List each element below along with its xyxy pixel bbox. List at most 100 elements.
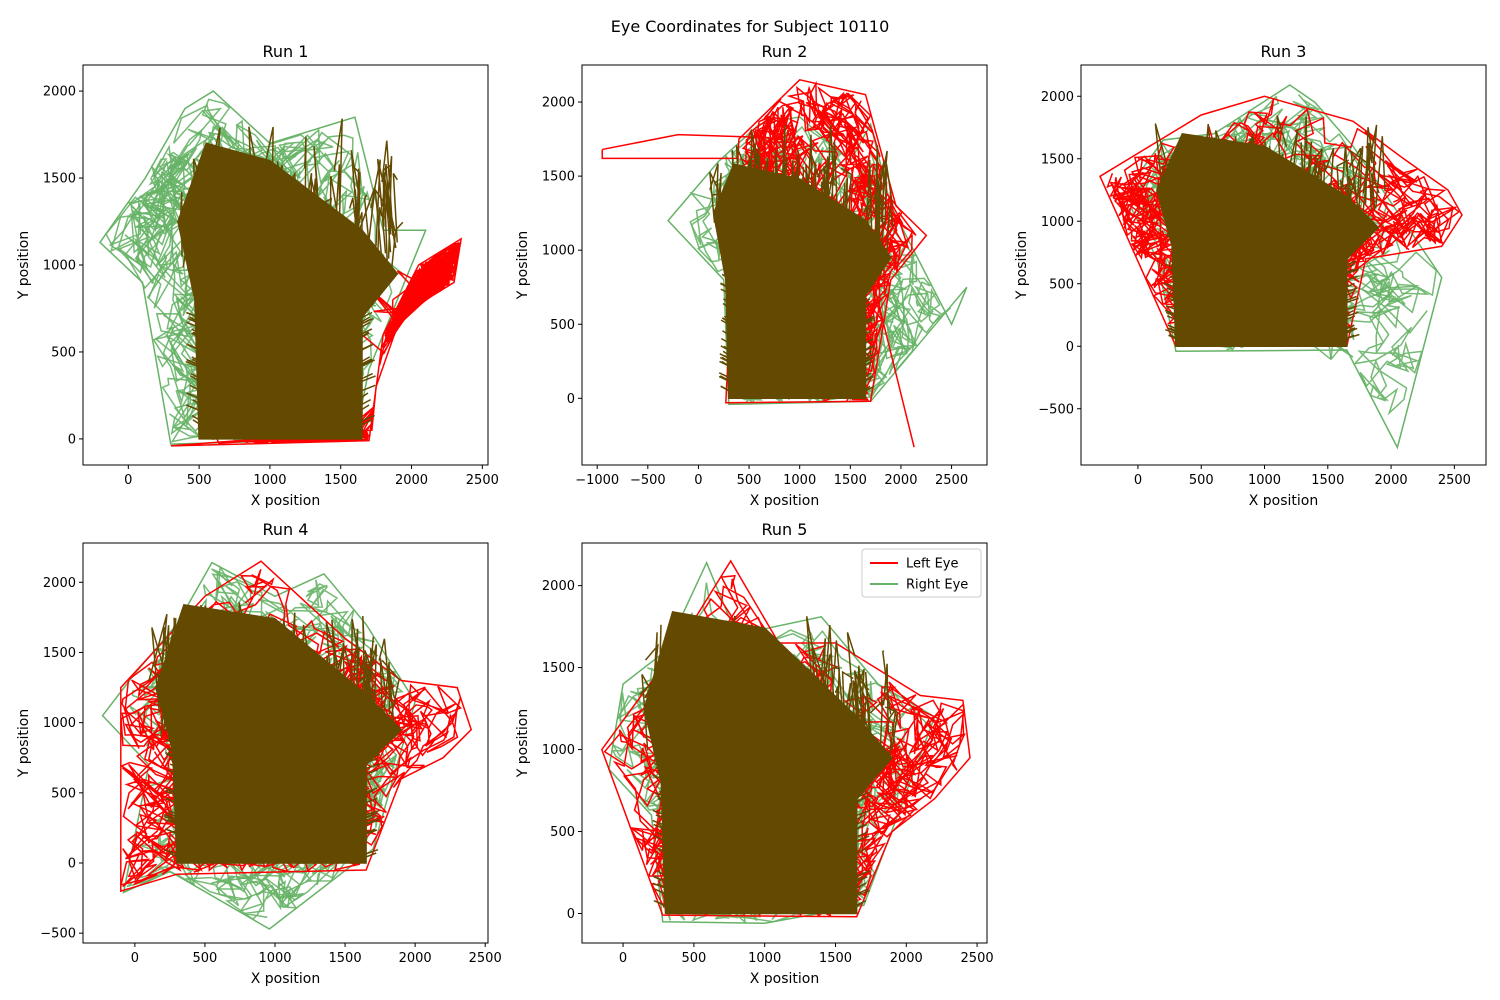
overlap-fringe xyxy=(192,158,208,252)
overlap-fringe xyxy=(167,812,182,820)
overlap-fringe xyxy=(1300,142,1305,209)
overlap-fringe xyxy=(852,870,870,879)
overlap-fringe xyxy=(820,719,833,764)
overlap-fringe xyxy=(163,813,182,822)
overlap-fringe xyxy=(357,328,373,337)
overlap-fringe xyxy=(361,751,374,759)
x-tick-label: 2000 xyxy=(1375,473,1408,488)
overlap-fringe xyxy=(852,847,867,856)
overlap-fringe xyxy=(262,663,273,730)
y-tick-label: 1000 xyxy=(43,259,76,274)
overlap-fringe xyxy=(156,672,167,729)
overlap-fringe xyxy=(1342,311,1359,319)
overlap-fringe xyxy=(644,673,658,719)
overlap-fringe xyxy=(164,790,182,798)
overlap-fringe xyxy=(212,229,218,273)
overlap-fringe xyxy=(657,797,671,806)
left-eye-trace xyxy=(867,702,966,800)
overlap-fringe xyxy=(658,889,671,898)
overlap-fringe xyxy=(268,199,285,272)
overlap-fringe xyxy=(1271,154,1284,213)
overlap-fringe xyxy=(852,823,868,832)
axes-frame xyxy=(1080,64,1487,466)
overlap-fringe xyxy=(160,660,177,702)
overlap-fringe xyxy=(226,224,236,270)
x-tick-label: 500 xyxy=(737,473,762,488)
overlap-fringe xyxy=(265,215,273,279)
overlap-fringe xyxy=(655,814,671,823)
overlap-fringe xyxy=(1348,175,1359,221)
x-axis-label: X position xyxy=(750,493,820,509)
overlap-fringe xyxy=(1167,324,1180,331)
overlap-fringe xyxy=(858,672,873,731)
overlap-fringe xyxy=(700,643,710,721)
overlap-fringe xyxy=(722,350,733,358)
overlap-fringe xyxy=(361,769,379,777)
overlap-fringe xyxy=(718,375,733,384)
x-tick-label: 2500 xyxy=(961,951,994,966)
overlap-fringe xyxy=(165,797,182,805)
overlap-fringe xyxy=(652,875,671,884)
right-eye-trace xyxy=(1312,290,1424,416)
overlap-fringe xyxy=(321,655,329,729)
overlap-fringe xyxy=(862,330,872,338)
overlap-fringe xyxy=(1288,128,1299,198)
subplot-grid: 0 500 1000 1500 2000 2500 0 500 1000 1500 2000 X po… xyxy=(16,42,1487,987)
overlap-fringe xyxy=(715,678,722,743)
overlap-fringe xyxy=(767,184,775,256)
overlap-fringe xyxy=(350,628,359,710)
overlap-fringe xyxy=(1207,179,1218,220)
overlap-fringe xyxy=(1342,329,1355,336)
overlap-fringe xyxy=(853,670,871,743)
overlap-fringe xyxy=(224,177,234,282)
overlap-fringe xyxy=(290,612,296,695)
x-tick-label: 1500 xyxy=(324,473,357,488)
y-tick-label: 1000 xyxy=(1041,215,1074,230)
overlap-fringe xyxy=(862,302,871,310)
overlap-fringe xyxy=(289,185,300,251)
overlap-fringe xyxy=(357,277,369,287)
overlap-fringe xyxy=(357,375,376,384)
overlap-fringe xyxy=(361,757,378,765)
axes-frame xyxy=(581,542,988,944)
x-tick-label: 0 xyxy=(1134,473,1142,488)
overlap-fringe xyxy=(169,763,182,771)
overlap-fringe xyxy=(641,674,651,751)
overlap-fringe xyxy=(1342,327,1356,334)
overlap-fringe xyxy=(170,777,182,785)
overlap-fringe xyxy=(381,140,394,237)
y-axis-label: Y position xyxy=(1014,231,1030,300)
overlap-fringe xyxy=(1317,169,1323,229)
overlap-fringe xyxy=(841,670,854,724)
left-eye-outlier-trace xyxy=(601,133,770,160)
overlap-fringe xyxy=(699,652,708,726)
x-tick-label: 500 xyxy=(193,951,218,966)
overlap-fringe xyxy=(887,708,897,760)
overlap-fringe xyxy=(852,795,870,804)
overlap-fringe xyxy=(814,162,819,242)
overlap-fringe xyxy=(247,666,254,714)
subplot-run-2: −1000 −500 0 500 1000 1500 2000 2500 0 500 1000 150… xyxy=(515,42,988,509)
overlap-fringe xyxy=(774,149,781,245)
overlap-fringe xyxy=(168,809,182,817)
overlap-fringe xyxy=(357,321,371,330)
overlap-fringe xyxy=(719,360,733,369)
overlap-fringe xyxy=(862,375,874,384)
x-axis-label: X position xyxy=(251,493,321,509)
overlap-fringe xyxy=(698,721,708,764)
overlap-fringe xyxy=(863,196,873,235)
x-tick-label: 1000 xyxy=(748,951,781,966)
overlap-fringe xyxy=(258,233,265,279)
overlap-fringe xyxy=(1342,315,1356,322)
x-tick-label: 1500 xyxy=(1311,473,1344,488)
overlap-fringe xyxy=(1172,184,1177,228)
overlap-fringe xyxy=(717,646,729,711)
overlap-fringe xyxy=(852,760,871,769)
overlap-fringe xyxy=(1192,186,1204,227)
x-tick-label: −1000 xyxy=(575,473,619,488)
x-tick-label: 2000 xyxy=(399,951,432,966)
overlap-fringe xyxy=(1242,138,1252,220)
overlap-fringe xyxy=(1302,157,1319,219)
left-eye-outline xyxy=(120,560,473,893)
overlap-fringe xyxy=(852,831,868,840)
